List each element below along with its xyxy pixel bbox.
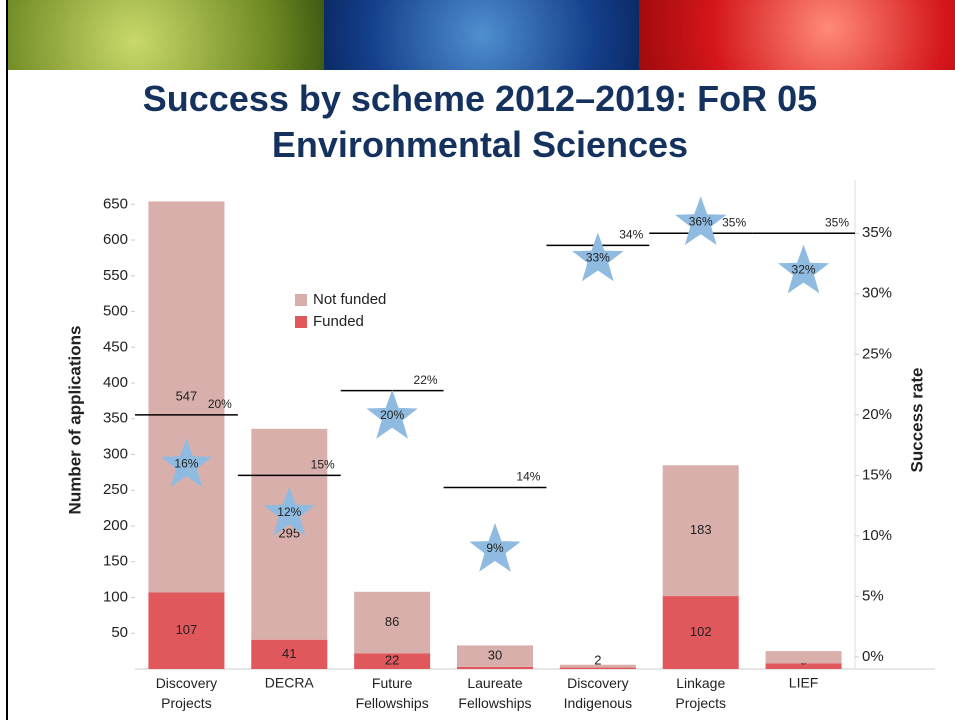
legend-label: Not funded [313,291,386,308]
rate-star [469,523,521,572]
bar-segment [354,653,431,669]
slide-border [6,0,8,720]
bar-value-label: 183 [690,522,712,537]
y2-tick-label: 5% [862,587,884,604]
bar-segment [559,667,636,669]
x-tick-label: Laureate Fellowships [458,675,531,711]
rate-label: 36% [689,214,713,228]
bar-segment [251,428,328,640]
y-tick-label: 250 [103,481,128,498]
bar-segment [251,639,328,669]
y2-axis-label: Success rate [907,368,926,473]
rate-label: 20% [380,408,404,422]
x-tick-label: Linkage Projects [675,675,726,711]
x-tick-label: Discovery Projects [156,675,217,711]
banner [8,0,955,70]
y2-tick-label: 10% [862,527,892,544]
y2-tick-label: 25% [862,345,892,362]
bar-segment [765,663,842,669]
reference-label: 15% [311,458,335,472]
y2-tick-label: 30% [862,285,892,302]
y2-tick-label: 15% [862,466,892,483]
chart-title: Success by scheme 2012–2019: FoR 05 Envi… [142,78,818,165]
reference-label: 35% [722,215,746,229]
y-tick-label: 600 [103,231,128,248]
rate-star [160,438,213,488]
bar-segment [662,596,739,669]
bar-value-label: 547 [176,388,198,403]
y-tick-label: 500 [103,303,128,320]
rate-label: 16% [174,456,198,470]
y-tick-label: 300 [103,445,128,462]
banner-leaf [8,0,324,70]
legend-swatch [295,294,307,306]
rate-label: 12% [277,505,301,519]
bar-value-label: 107 [176,622,198,637]
bar-segment [354,591,431,654]
bar-value-label: 295 [278,526,300,541]
reference-label: 35% [825,215,849,229]
x-tick-label: LIEF [789,675,819,691]
rate-star [675,196,727,245]
bar-segment [457,645,533,667]
y-tick-label: 350 [103,410,128,427]
banner-water [323,0,640,70]
bar-value-label: 86 [385,614,399,629]
legend-label: Funded [313,313,364,330]
bar-segment [148,201,225,593]
bar-segment [765,651,842,664]
y2-tick-label: 35% [862,224,892,241]
rate-star [366,389,418,439]
reference-label: 22% [414,373,438,387]
rate-label: 9% [486,541,504,555]
banner-cells [639,0,955,70]
y-tick-label: 400 [103,374,128,391]
y-tick-label: 100 [103,588,128,605]
rate-star [777,244,830,294]
y-tick-label: 50 [111,624,128,641]
reference-label: 20% [208,397,232,411]
bar-value-label: 41 [282,646,296,661]
legend-swatch [295,316,307,328]
rate-star [263,486,315,536]
rate-star [572,232,624,282]
reference-label: 34% [619,228,643,242]
y-tick-label: 200 [103,517,128,534]
rate-label: 32% [792,263,816,277]
y-tick-label: 550 [103,267,128,284]
reference-label: 14% [516,470,540,484]
bar-segment [559,664,636,668]
y-tick-label: 450 [103,338,128,355]
bar-value-label: 30 [488,648,502,663]
x-tick-label: Discovery Indigenous [564,675,633,711]
x-tick-label: DECRA [265,675,315,691]
y-tick-label: 150 [103,553,128,570]
bar-value-label: 2 [594,652,601,667]
y-tick-label: 650 [103,195,128,212]
bar-value-label: 102 [690,624,712,639]
bar-segment [457,666,533,669]
x-tick-label: Future Fellowships [356,675,429,711]
y2-tick-label: 20% [862,406,892,423]
bar-segment [148,592,225,669]
bar-value-label: 22 [385,652,399,667]
rate-label: 33% [586,251,610,265]
bar-segment [662,465,739,597]
y-axis-label: Number of applications [65,326,84,515]
y2-tick-label: 0% [862,648,884,665]
